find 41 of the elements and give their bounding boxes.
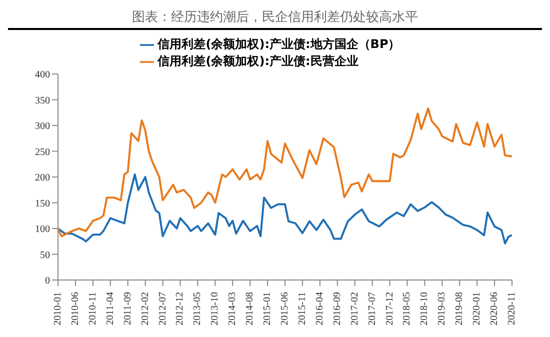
x-tick-label: 2013-05 [192,292,204,326]
y-tick-label: 200 [35,172,50,184]
x-tick-label: 2019-03 [436,292,448,326]
x-tick-label: 2018-10 [419,292,430,326]
y-tick-label: 0 [45,276,50,287]
y-tick-label: 150 [35,198,50,210]
x-tick-label: 2020-01 [472,292,483,326]
x-tick-label: 2017-12 [384,292,396,326]
x-tick-label: 2015-11 [296,292,308,325]
x-tick-label: 2016-04 [314,292,326,326]
line-series [58,108,512,238]
x-tick-label: 2012-07 [157,292,168,326]
x-tick-label: 2012-12 [174,292,186,326]
x-tick-label: 2020-06 [489,292,500,326]
legend-label: 信用利差(余额加权):产业债:民营企业 [158,54,358,68]
x-tick-label: 2020-11 [506,292,518,325]
y-tick-label: 50 [40,250,50,261]
x-tick-label: 2019-08 [454,292,466,326]
x-tick-label: 2012-02 [140,292,151,326]
x-tick-label: 2010-06 [70,292,81,326]
x-tick-label: 2011-04 [104,292,116,325]
x-tick-label: 2010-11 [87,292,98,325]
y-tick-label: 100 [35,224,50,236]
x-tick-label: 2015-01 [262,292,274,326]
x-tick-label: 2014-03 [227,292,238,326]
x-tick-label: 2010-01 [52,292,64,326]
y-tick-label: 300 [35,121,50,132]
y-tick-label: 350 [35,95,50,106]
x-tick-label: 2015-06 [280,292,290,326]
y-tick-label: 400 [35,70,50,81]
legend-label: 信用利差(余额加权):产业债:地方国企（BP） [158,37,400,51]
x-tick-label: 2014-08 [244,292,256,326]
y-tick-label: 250 [35,146,50,158]
line-series [58,173,512,244]
x-tick-label: 2016-09 [332,292,343,326]
x-tick-label: 2017-07 [366,292,378,326]
x-tick-label: 2011-09 [122,292,134,325]
x-tick-label: 2018-05 [402,292,413,326]
x-tick-label: 2013-10 [210,292,221,326]
x-tick-label: 2017-02 [349,292,360,326]
chart-title: 图表：经历违约潮后，民企信用利差仍处较高水平 [8,8,542,30]
